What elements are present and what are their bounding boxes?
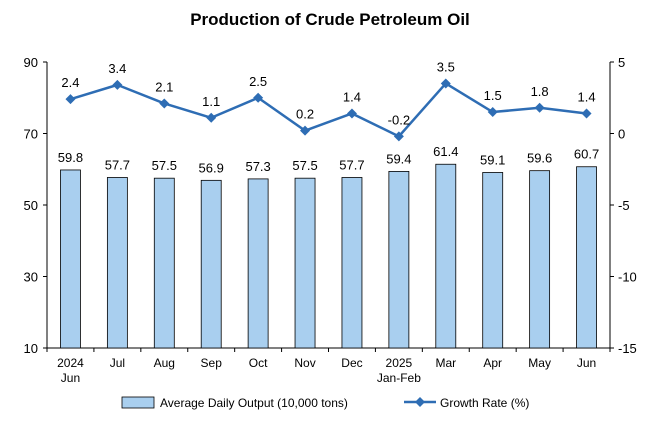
- x-axis-category-label: Jul: [110, 356, 125, 370]
- bar: [388, 170, 410, 349]
- right-axis-tick-label: -15: [618, 341, 637, 356]
- x-axis-category-label: Jun: [577, 356, 596, 370]
- bar: [482, 172, 504, 349]
- right-axis-tick-label: 0: [618, 127, 625, 142]
- right-axis-tick-label: 5: [618, 55, 625, 70]
- line-point-marker: [159, 98, 170, 109]
- bar: [60, 169, 81, 349]
- bar-data-label: 59.6: [527, 151, 552, 166]
- line-data-label: 2.4: [61, 75, 79, 90]
- x-axis-category-label: Sep: [201, 356, 223, 370]
- line-data-label: 1.4: [343, 89, 361, 104]
- bar: [341, 177, 363, 349]
- line-data-label: 1.1: [202, 94, 220, 109]
- legend: Average Daily Output (10,000 tons) Growt…: [121, 396, 529, 410]
- bar: [106, 177, 128, 349]
- bar-data-label: 57.5: [152, 158, 177, 173]
- line-point-marker: [534, 102, 545, 113]
- bar: [435, 163, 457, 349]
- bar: [294, 177, 316, 349]
- line-data-label: 2.5: [249, 74, 267, 89]
- left-axis-tick-label: 10: [24, 341, 38, 356]
- x-axis-category-label: Oct: [249, 356, 268, 370]
- bar-data-label: 57.7: [339, 157, 364, 172]
- bar-data-label: 57.3: [245, 159, 270, 174]
- legend-bar-swatch: [121, 396, 155, 409]
- legend-line-marker: [415, 397, 425, 407]
- x-axis-category-label: Jun: [61, 371, 80, 385]
- x-axis-category-label: Nov: [294, 356, 315, 370]
- line-point-marker: [300, 125, 311, 136]
- line-data-label: 1.5: [484, 88, 502, 103]
- line-point-marker: [253, 92, 264, 103]
- line-data-label: -0.2: [388, 112, 410, 127]
- line-point-marker: [581, 108, 592, 119]
- bar: [153, 177, 175, 349]
- left-axis-tick-label: 70: [24, 127, 38, 142]
- line-point-marker: [112, 79, 123, 90]
- x-axis-category-label: Jan-Feb: [377, 371, 421, 385]
- legend-bar-label: Average Daily Output (10,000 tons): [160, 396, 348, 410]
- bar-data-label: 59.1: [480, 152, 505, 167]
- growth-rate-line: [70, 82, 587, 138]
- legend-line-label: Growth Rate (%): [440, 396, 529, 410]
- line-data-label: 1.8: [531, 84, 549, 99]
- line-point-marker: [440, 78, 451, 89]
- bar-data-label: 56.9: [199, 160, 224, 175]
- bar-data-label: 57.7: [105, 157, 130, 172]
- line-data-label: 3.5: [437, 59, 455, 74]
- bar: [247, 178, 269, 349]
- bar: [200, 179, 222, 349]
- bar-data-label: 57.5: [292, 158, 317, 173]
- bar: [576, 166, 597, 349]
- x-axis-category-label: Dec: [341, 356, 362, 370]
- line-point-marker: [65, 94, 76, 105]
- line-data-label: 3.4: [108, 61, 126, 76]
- line-data-label: 1.4: [578, 89, 596, 104]
- left-axis-tick-label: 90: [24, 55, 38, 70]
- x-axis-category-label: Mar: [435, 356, 456, 370]
- line-data-label: 0.2: [296, 107, 314, 122]
- right-axis-tick-label: -10: [618, 270, 637, 285]
- chart-title: Production of Crude Petroleum Oil: [190, 10, 470, 29]
- x-axis-category-label: Apr: [483, 356, 502, 370]
- left-axis-tick-label: 50: [24, 198, 38, 213]
- line-point-marker: [206, 112, 217, 123]
- bar-data-label: 60.7: [574, 147, 599, 162]
- left-axis-tick-label: 30: [24, 270, 38, 285]
- x-axis-category-label: May: [528, 356, 551, 370]
- x-axis-category-label: 2025: [386, 356, 413, 370]
- bar: [529, 170, 551, 349]
- line-point-marker: [393, 131, 404, 142]
- line-point-marker: [346, 108, 357, 119]
- bar-data-label: 61.4: [433, 144, 458, 159]
- bar-data-label: 59.8: [58, 150, 83, 165]
- x-axis-category-label: Aug: [154, 356, 175, 370]
- x-axis-category-label: 2024: [57, 356, 84, 370]
- bar-data-label: 59.4: [386, 151, 411, 166]
- right-axis-tick-label: -5: [618, 198, 630, 213]
- line-data-label: 2.1: [155, 79, 173, 94]
- line-point-marker: [487, 107, 498, 118]
